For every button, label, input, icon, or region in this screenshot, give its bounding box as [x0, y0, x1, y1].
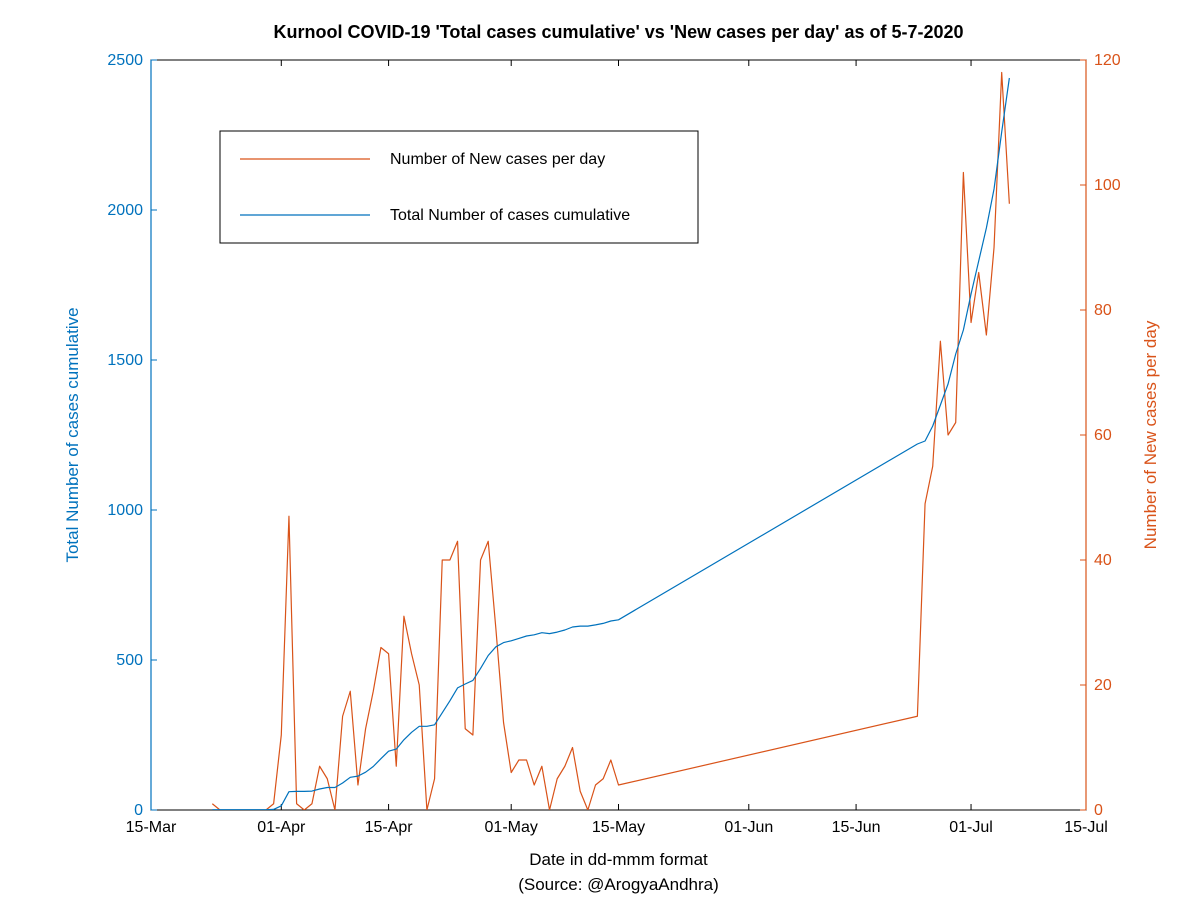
x-axis-label-2: (Source: @ArogyaAndhra) [518, 875, 719, 894]
x-tick-label: 15-Jul [1064, 819, 1108, 836]
legend-box [220, 131, 698, 243]
chart-svg: 15-Mar 01-Apr 15-Apr 01-May 15-May 01-Jun 15-J… [0, 0, 1200, 900]
chart-container: 15-Mar 01-Apr 15-Apr 01-May 15-May 01-Jun 15-J… [0, 0, 1200, 900]
y-left-tick-label: 2000 [107, 202, 143, 219]
x-tick-label: 15-Mar [126, 819, 177, 836]
x-tick-label: 15-Apr [365, 819, 414, 836]
y-left-tick-label: 500 [116, 652, 143, 669]
chart-title: Kurnool COVID-19 'Total cases cumulative… [273, 22, 963, 42]
y-right-tick-label: 40 [1094, 552, 1112, 569]
y-right-tick-label: 80 [1094, 302, 1112, 319]
x-tick-label: 01-May [485, 819, 538, 836]
x-tick-label: 01-Jun [724, 819, 773, 836]
x-tick-label: 01-Apr [257, 819, 306, 836]
y-left-tick-label: 0 [134, 802, 143, 819]
y-right-tick-label: 100 [1094, 177, 1121, 194]
y-left-tick-label: 2500 [107, 52, 143, 69]
y-left-tick-label: 1000 [107, 502, 143, 519]
x-tick-label: 15-May [592, 819, 645, 836]
legend-label: Number of New cases per day [390, 151, 605, 168]
legend-label: Total Number of cases cumulative [390, 207, 630, 224]
x-tick-label: 15-Jun [832, 819, 881, 836]
y-left-axis-label: Total Number of cases cumulative [63, 307, 82, 562]
y-right-tick-label: 60 [1094, 427, 1112, 444]
y-left-tick-label: 1500 [107, 352, 143, 369]
y-right-tick-label: 120 [1094, 52, 1121, 69]
x-tick-label: 01-Jul [949, 819, 993, 836]
y-right-tick-label: 20 [1094, 677, 1112, 694]
y-right-tick-label: 0 [1094, 802, 1103, 819]
y-right-axis-label: Number of New cases per day [1141, 320, 1160, 549]
x-axis-label-1: Date in dd-mmm format [529, 850, 708, 869]
